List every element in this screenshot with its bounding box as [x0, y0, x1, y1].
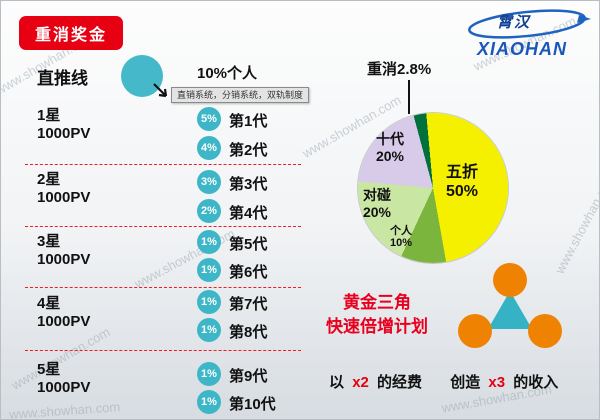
- pie-slice-label-wuzhe: 五折 50%: [437, 163, 487, 201]
- generation-label: 第3代: [229, 176, 268, 193]
- direct-line-label: 直推线: [37, 69, 88, 88]
- generation-label: 第8代: [229, 324, 268, 341]
- title-badge: 重消奖金: [19, 16, 124, 50]
- generation-percent-badge: 1%: [197, 362, 221, 386]
- golden-triangle-title: 黄金三角 快速倍增计划: [307, 291, 447, 339]
- star-pv: 1000PV: [37, 189, 91, 206]
- star-name: 1星: [37, 107, 61, 124]
- pie-callout-line: [408, 80, 410, 114]
- watermark: www.showhan.com: [131, 225, 238, 292]
- generation-label: 第5代: [229, 236, 268, 253]
- logo-cn-text: 霄汉: [497, 14, 532, 31]
- star-name: 3星: [37, 233, 61, 250]
- generation-label: 第9代: [229, 368, 268, 385]
- formula-part: 的经费: [377, 374, 423, 391]
- dashed-divider: [25, 226, 301, 227]
- generation-label: 第7代: [229, 296, 268, 313]
- personal-rate-label: 10%个人: [197, 65, 258, 82]
- formula-part: 创造: [450, 374, 481, 391]
- watermark: www.showhan.com: [8, 399, 121, 420]
- slice-pct: 10%: [389, 237, 413, 249]
- formula-x2: x2: [352, 374, 369, 391]
- slice-name: 十代: [376, 131, 404, 147]
- generation-label: 第6代: [229, 264, 268, 281]
- slice-pct: 20%: [362, 204, 392, 220]
- formula-x3: x3: [488, 374, 506, 391]
- pie-slice-label-shidai: 十代 20%: [367, 131, 413, 165]
- logo-swoosh-icon: [468, 9, 591, 39]
- arrow-icon: [153, 83, 168, 98]
- pie-slice-label-geren: 个人 10%: [381, 225, 421, 249]
- golden-triangle-icon: [458, 263, 562, 348]
- dashed-divider: [25, 164, 301, 165]
- slice-name: 五折: [445, 164, 478, 181]
- pie-slice-label-duipeng: 对碰 20%: [353, 187, 401, 221]
- formula-part: 以: [329, 374, 345, 391]
- system-tooltip: 直销系统，分销系统，双轨制度: [171, 87, 310, 103]
- golden-line2: 快速倍增计划: [326, 317, 428, 336]
- star-pv: 1000PV: [37, 125, 91, 142]
- pie-chart: [358, 113, 508, 263]
- star-name: 4星: [37, 295, 61, 312]
- dashed-divider: [25, 287, 301, 288]
- star-level: 5星 1000PV: [37, 361, 90, 397]
- golden-line1: 黄金三角: [343, 293, 411, 312]
- star-pv: 1000PV: [37, 313, 91, 330]
- formula-text: 以 x2 的经费 创造 x3 的收入: [327, 371, 560, 392]
- star-name: 2星: [37, 171, 61, 188]
- generation-percent-badge: 1%: [197, 318, 221, 342]
- slice-pct: 50%: [445, 183, 479, 200]
- generation-label: 第2代: [229, 142, 268, 159]
- generation-percent-badge: 1%: [197, 230, 221, 254]
- star-level: 4星 1000PV: [37, 295, 90, 331]
- generation-percent-badge: 5%: [197, 107, 221, 131]
- logo-en-text: XIAOHAN: [477, 39, 568, 59]
- star-pv: 1000PV: [37, 379, 91, 396]
- slice-name: 对碰: [363, 187, 391, 203]
- star-level: 1星 1000PV: [37, 107, 90, 143]
- star-level: 2星 1000PV: [37, 171, 90, 207]
- generation-percent-badge: 4%: [197, 136, 221, 160]
- generation-percent-badge: 1%: [197, 258, 221, 282]
- dashed-divider: [25, 350, 301, 351]
- generation-percent-badge: 1%: [197, 290, 221, 314]
- generation-percent-badge: 3%: [197, 170, 221, 194]
- star-pv: 1000PV: [37, 251, 91, 268]
- slice-name: 个人: [390, 225, 412, 237]
- brand-logo: 霄汉 XIAOHAN: [463, 9, 595, 63]
- generation-percent-badge: 2%: [197, 199, 221, 223]
- generation-label: 第1代: [229, 113, 268, 130]
- generation-label: 第10代: [229, 396, 276, 413]
- star-name: 5星: [37, 361, 61, 378]
- slice-pct: 20%: [375, 148, 405, 164]
- pie-callout-label: 重消2.8%: [367, 61, 432, 78]
- generation-percent-badge: 1%: [197, 390, 221, 414]
- generation-label: 第4代: [229, 205, 268, 222]
- formula-part: 的收入: [513, 374, 559, 391]
- direct-line-node: [121, 55, 163, 97]
- star-level: 3星 1000PV: [37, 233, 90, 269]
